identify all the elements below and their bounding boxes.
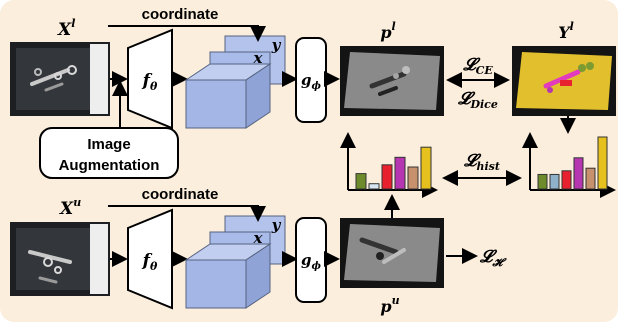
prediction-map-unlabeled bbox=[340, 218, 444, 288]
input-image-labeled bbox=[10, 42, 110, 116]
loss-dice-label: 𝓛Dice bbox=[457, 89, 498, 111]
encoder-f-theta-top: fθ bbox=[127, 28, 173, 130]
histogram-prediction-bar-2 bbox=[381, 164, 393, 190]
loss-hist-label: 𝓛hist bbox=[463, 151, 500, 173]
histogram-label-bar-0 bbox=[537, 173, 548, 190]
loss-entropy-label: 𝓛𝓗 bbox=[479, 247, 507, 269]
decoder-g-phi-top: gϕ bbox=[295, 37, 327, 123]
p-unlabeled-label: pu bbox=[380, 294, 399, 316]
histogram-prediction-bar-3 bbox=[394, 156, 406, 190]
axis-y-bottom: y bbox=[271, 216, 282, 234]
encoder-f-theta-bottom: fθ bbox=[127, 208, 173, 310]
loss-ce-label: 𝓛CE bbox=[462, 55, 493, 77]
coordinate-label-top: coordinate bbox=[142, 6, 219, 23]
histogram-prediction-bar-1 bbox=[368, 183, 380, 190]
x-unlabeled-label: Xu bbox=[59, 196, 81, 219]
histogram-prediction-bar-0 bbox=[355, 173, 367, 190]
histogram-label bbox=[522, 132, 616, 198]
histogram-label-bar-3 bbox=[573, 157, 584, 190]
decoder-g-phi-bottom: gϕ bbox=[295, 217, 327, 303]
histogram-label-bar-4 bbox=[585, 167, 596, 190]
p-labeled-label: pl bbox=[380, 20, 395, 42]
axis-x-top: x bbox=[253, 49, 264, 67]
histogram-label-bar-5 bbox=[597, 136, 608, 190]
feature-blocks-top: x y bbox=[184, 35, 286, 129]
axis-y-top: y bbox=[271, 36, 282, 54]
image-augmentation-box: Image Augmentation bbox=[39, 127, 179, 179]
coordinate-label-bottom: coordinate bbox=[142, 186, 219, 203]
augmentation-label-line1: Image bbox=[87, 136, 130, 153]
x-labeled-label: Xl bbox=[57, 17, 75, 40]
histogram-prediction-bar-4 bbox=[407, 166, 419, 190]
prediction-map-labeled bbox=[340, 46, 444, 116]
axis-x-bottom: x bbox=[253, 229, 264, 247]
histogram-prediction bbox=[340, 132, 438, 198]
augmentation-label-line2: Augmentation bbox=[59, 157, 160, 174]
input-image-unlabeled bbox=[10, 222, 110, 296]
histogram-label-bar-2 bbox=[561, 170, 572, 190]
y-labeled-label: Yl bbox=[558, 20, 574, 42]
histogram-label-bar-1 bbox=[549, 173, 560, 190]
histogram-prediction-bar-5 bbox=[420, 146, 432, 190]
feature-blocks-bottom: x y bbox=[184, 215, 286, 309]
ground-truth-map bbox=[512, 46, 616, 116]
